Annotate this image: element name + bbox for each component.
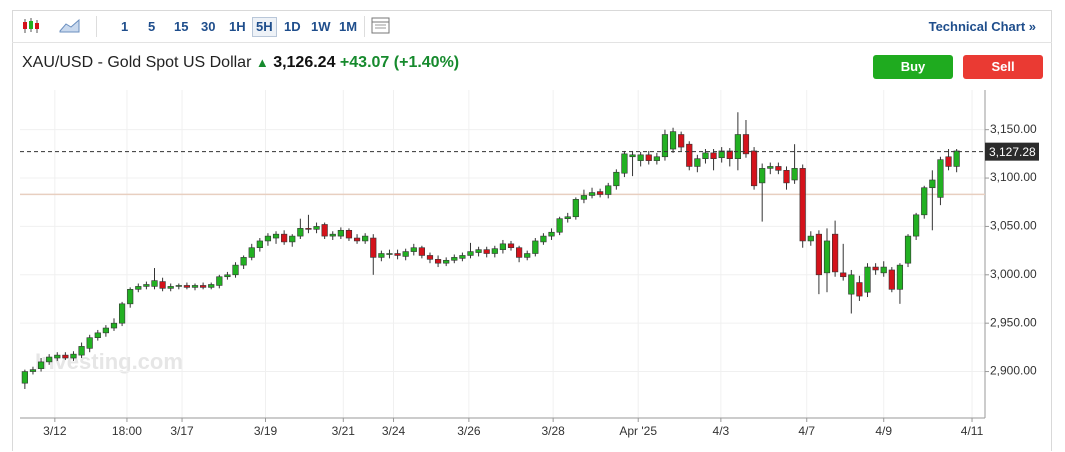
instrument-name: XAU/USD - Gold Spot US Dollar (22, 54, 252, 71)
interval-button[interactable]: 1 (121, 19, 129, 34)
up-arrow: ▲ (255, 55, 269, 70)
widget-frame (12, 10, 1052, 451)
interval-button[interactable]: 15 (174, 19, 189, 34)
separator (364, 16, 365, 37)
interval-button[interactable]: 5H (252, 17, 277, 37)
change: +43.07 (339, 54, 390, 71)
sell-button[interactable]: Sell (963, 55, 1043, 79)
interval-button[interactable]: 1D (284, 19, 301, 34)
buy-button[interactable]: Buy (873, 55, 953, 79)
candle-icon[interactable] (20, 16, 44, 36)
interval-button[interactable]: 5 (148, 19, 156, 34)
toolbar: 1 5 15 30 1H 5H 1D 1W 1M Technical Chart » (12, 10, 1052, 43)
interval-button[interactable]: 1M (339, 19, 358, 34)
interval-button[interactable]: 1H (229, 19, 246, 34)
technical-chart-link[interactable]: Technical Chart » (928, 19, 1036, 34)
price: 3,126.24 (273, 54, 336, 71)
table-icon[interactable] (370, 16, 392, 36)
separator (96, 16, 97, 37)
interval-button[interactable]: 1W (311, 19, 331, 34)
instrument-header: XAU/USD - Gold Spot US Dollar ▲ 3,126.24… (22, 54, 459, 72)
interval-button[interactable]: 30 (201, 19, 216, 34)
area-icon[interactable] (58, 16, 82, 36)
change-percent: (+1.40%) (393, 54, 460, 71)
